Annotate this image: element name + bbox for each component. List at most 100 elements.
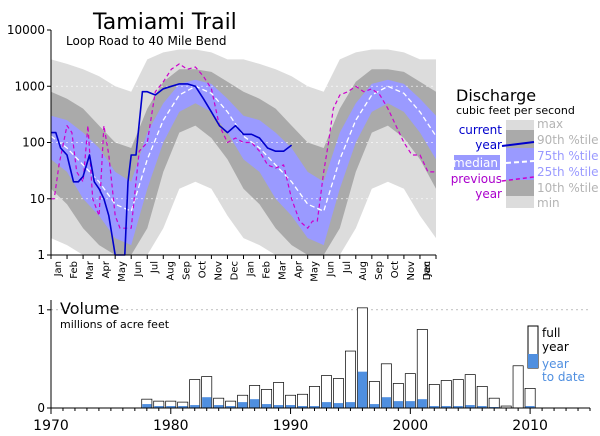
volume-ytd-bar xyxy=(441,406,451,408)
chart-title: Tamiami Trail xyxy=(92,10,237,35)
legend-max-label: max xyxy=(537,117,563,131)
volume-ytd-bar xyxy=(357,371,368,408)
band-25-75 xyxy=(51,79,436,246)
volume-x-tick-label: 1970 xyxy=(33,418,69,434)
current-year-line xyxy=(51,83,293,256)
legend-ytd-label-1: year xyxy=(542,357,569,371)
x-tick-label: Jan xyxy=(246,261,257,277)
volume-full-year-bar xyxy=(488,397,500,409)
y-tick-label: 100 xyxy=(22,136,45,150)
previous-year-line xyxy=(51,63,436,229)
legend-ytd-swatch xyxy=(528,354,538,368)
x-tick-label: Dec xyxy=(229,261,240,280)
x-tick-label: Sep xyxy=(181,261,192,280)
discharge-lines xyxy=(50,63,437,256)
legend-median-label: median xyxy=(453,156,498,170)
legend-swatch-25-75 xyxy=(506,148,534,180)
volume-ytd-bar xyxy=(262,404,272,408)
x-tick-label: Sep xyxy=(374,261,385,280)
volume-title: Volume xyxy=(60,299,120,318)
y-tick-label: 1 xyxy=(37,248,45,262)
volume-ytd-bar xyxy=(202,397,212,408)
legend-p25-label: 25th %tile xyxy=(537,165,599,179)
volume-x-tick-label: 2000 xyxy=(393,418,429,434)
volume-ytd-bar xyxy=(166,406,176,408)
volume-ytd-bar xyxy=(405,401,415,408)
volume-full-year-bar xyxy=(524,388,536,409)
chart-subtitle: Loop Road to 40 Mile Bend xyxy=(66,34,227,48)
volume-full-year-bar xyxy=(297,393,308,409)
volume-ytd-bar xyxy=(154,406,164,408)
y-tick-label: 10 xyxy=(30,192,45,206)
legend-swatch-previous xyxy=(501,176,535,182)
legend-p75-label: 75th %tile xyxy=(537,149,599,163)
legend-ytd-label-2: to date xyxy=(542,370,585,384)
x-tick-label: May xyxy=(310,261,321,282)
x-tick-label: Aug xyxy=(358,261,369,281)
volume-ytd-bar xyxy=(273,405,284,408)
legend-full-year-label-2: year xyxy=(542,340,569,354)
volume-ytd-bar xyxy=(178,406,188,408)
volume-y-tick-label: 0 xyxy=(37,401,45,415)
volume-full-year-bar xyxy=(464,374,476,409)
volume-ytd-bar xyxy=(465,405,475,408)
legend-p90-label: 90th %tile xyxy=(537,133,599,147)
x-tick-label: Jun xyxy=(326,261,337,278)
volume-subtitle: millions of acre feet xyxy=(60,318,170,331)
y-tick-label: 1000 xyxy=(14,79,45,93)
x-tick-label: Oct xyxy=(197,261,208,278)
volume-full-year-bar xyxy=(452,379,464,409)
volume-ytd-bar xyxy=(345,402,356,408)
volume-full-year-bar xyxy=(368,381,380,409)
x-tick-label: Jul xyxy=(342,261,353,274)
volume-plot: Volume millions of acre feet 0 1 1970 1980 1… xyxy=(33,299,591,434)
volume-ytd-bar xyxy=(381,397,391,408)
volume-ytd-bar xyxy=(453,406,463,408)
volume-bars xyxy=(141,307,536,409)
volume-ytd-bar xyxy=(333,403,344,408)
legend-median-box xyxy=(454,155,500,170)
legend-p10-label: 10th %tile xyxy=(537,181,599,195)
x-tick-label: Jun xyxy=(133,261,144,278)
volume-ytd-bar xyxy=(393,401,403,408)
x-tick-label: Apr xyxy=(101,260,112,278)
percentile-bands xyxy=(51,49,436,255)
volume-ytd-bar xyxy=(525,406,535,408)
volume-ytd-bar xyxy=(417,399,427,408)
volume-full-year-bar xyxy=(345,350,356,409)
x-tick-label: Nov xyxy=(406,261,417,281)
x-tick-label: Oct xyxy=(390,261,401,278)
volume-ytd-bar xyxy=(321,402,332,408)
x-tick-label: Nov xyxy=(213,261,224,281)
discharge-legend: Discharge cubic feet per second max 90th… xyxy=(451,86,599,210)
volume-legend: full year year to date xyxy=(527,325,585,384)
x-tick-label: Mar xyxy=(278,260,289,280)
volume-ytd-bar xyxy=(309,406,320,408)
x-tick-label: Aug xyxy=(165,261,176,281)
volume-ytd-bar xyxy=(214,405,224,408)
volume-ytd-bar xyxy=(477,406,487,408)
x-tick-label: Jan xyxy=(53,261,64,277)
volume-full-year-bar xyxy=(428,384,440,409)
legend-current-label: current year xyxy=(459,123,503,152)
volume-ytd-bar xyxy=(369,404,379,408)
volume-ytd-bar xyxy=(190,405,200,408)
volume-full-year-bar xyxy=(273,382,285,409)
legend-subtitle: cubic feet per second xyxy=(456,104,575,117)
volume-ytd-bar xyxy=(285,405,296,408)
x-tick-label: Feb xyxy=(69,261,80,279)
legend-min-label: min xyxy=(537,196,560,210)
x-tick-label: May xyxy=(117,261,128,282)
x-tick-label: Feb xyxy=(262,261,273,279)
volume-full-year-bar xyxy=(440,380,452,409)
volume-full-year-bar xyxy=(309,386,320,409)
legend-previous-label: previous year xyxy=(451,172,502,201)
legend-swatch-current xyxy=(501,141,535,147)
legend-swatch-median xyxy=(505,160,535,164)
volume-ytd-bar xyxy=(250,399,260,408)
x-tick-label: Mar xyxy=(85,260,96,280)
volume-ytd-bar xyxy=(226,406,236,408)
volume-y-tick-label: 1 xyxy=(37,303,45,317)
y-tick-label: 10000 xyxy=(7,23,45,37)
